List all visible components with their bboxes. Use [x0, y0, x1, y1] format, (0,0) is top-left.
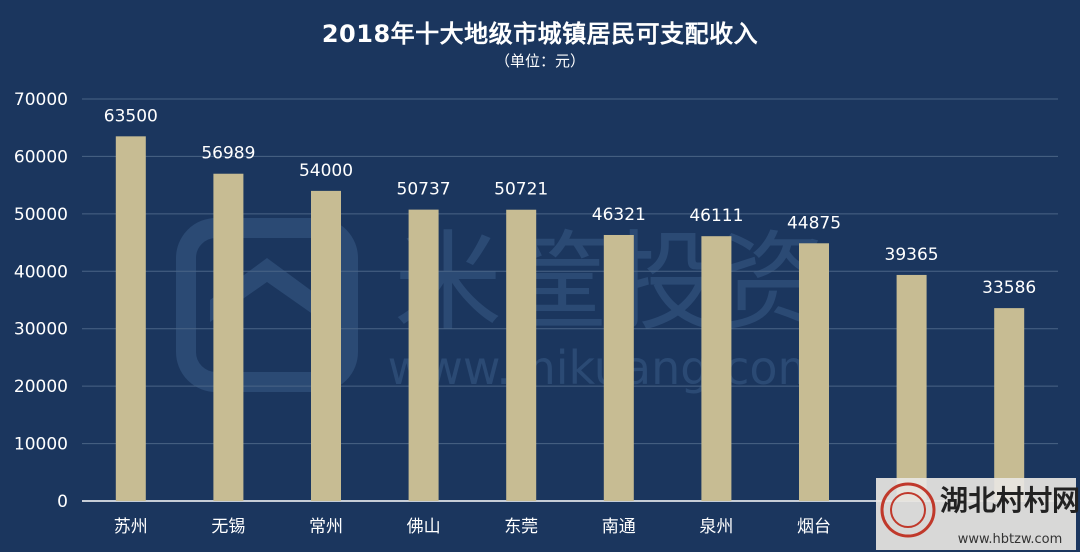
y-tick-label: 50000: [14, 205, 68, 225]
bar: [994, 308, 1025, 501]
data-label: 46321: [592, 205, 646, 225]
x-tick-label: 苏州: [114, 517, 148, 537]
x-tick-label: 佛山: [407, 517, 441, 537]
y-tick-label: 30000: [14, 320, 68, 340]
bar: [701, 236, 732, 502]
bar: [311, 190, 341, 501]
bar: [603, 234, 634, 501]
bar: [799, 243, 829, 501]
stamp-url: www.hbtzw.com: [958, 532, 1063, 547]
x-tick-label: 无锡: [211, 517, 245, 537]
data-label: 50721: [494, 180, 548, 200]
bar: [213, 173, 244, 501]
data-label: 63500: [104, 106, 158, 126]
y-tick-label: 20000: [14, 377, 68, 397]
y-tick-label: 60000: [14, 147, 68, 167]
labels: 0 10000 20000 30000 40000 50000 60000 70000 6350…: [14, 90, 1036, 537]
y-tick-label: 0: [57, 492, 68, 512]
stamp-text: 湖北村村网: [940, 484, 1080, 517]
data-label: 46111: [689, 206, 743, 226]
x-tick-label: 南通: [602, 517, 636, 537]
bars: [115, 136, 1025, 502]
data-label: 56989: [201, 144, 255, 164]
data-label: 54000: [299, 161, 353, 181]
stamp: 湖北村村网 www.hbtzw.com: [876, 478, 1080, 550]
chart-subtitle: （单位：元）: [494, 52, 585, 70]
chart-title: 2018年十大地级市城镇居民可支配收入: [321, 20, 759, 48]
stamp-seal-icon: [880, 482, 936, 538]
bar: [115, 136, 146, 502]
x-tick-label: 东莞: [504, 517, 538, 537]
stamp-seal-inner-icon: [890, 492, 926, 528]
y-tick-label: 40000: [14, 262, 68, 282]
bar: [506, 209, 537, 501]
y-tick-label: 10000: [14, 435, 68, 455]
x-tick-label: 烟台: [797, 517, 831, 537]
x-tick-label: 常州: [309, 517, 343, 537]
stamp-background: [876, 478, 1076, 550]
x-tick-label: 泉州: [699, 517, 733, 537]
data-label: 44875: [787, 213, 841, 233]
data-label: 50737: [397, 180, 451, 200]
data-label: 33586: [982, 278, 1036, 298]
data-label: 39365: [885, 245, 939, 265]
bar: [896, 274, 927, 501]
bar: [408, 209, 439, 501]
watermark-logo-icon: [176, 218, 358, 392]
y-tick-label: 70000: [14, 90, 68, 110]
